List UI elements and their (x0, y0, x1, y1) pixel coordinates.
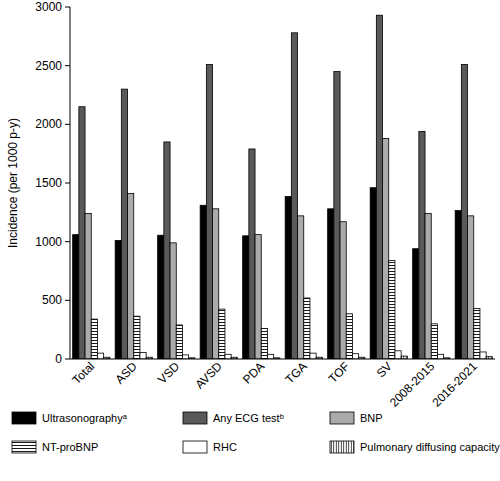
bar (128, 194, 134, 359)
bar (91, 319, 97, 359)
bar (85, 214, 91, 359)
y-tick-label: 2500 (35, 59, 62, 73)
bar (383, 138, 389, 359)
y-tick (65, 359, 70, 360)
bar (437, 354, 443, 359)
chart: 0 500 1000 1500 2000 2500 3000 Incidence (per 1… (0, 0, 500, 481)
bars (73, 15, 493, 359)
bar (200, 205, 206, 359)
bar (328, 209, 334, 359)
x-tick-label: TGA (283, 359, 310, 386)
legend-label: RHC (213, 441, 237, 453)
bar (389, 260, 395, 359)
bar (395, 351, 401, 359)
bar (225, 354, 231, 359)
bar (370, 188, 376, 359)
y-tick-label: 1500 (35, 176, 62, 190)
bar (121, 89, 127, 359)
bar (474, 309, 480, 359)
bar (413, 249, 419, 359)
bar (243, 236, 249, 359)
bar (352, 354, 358, 359)
bar (455, 211, 461, 359)
legend-label: Any ECG testᵇ (213, 412, 284, 424)
bar (164, 142, 170, 359)
bar (219, 309, 225, 359)
x-tick-label: TOF (326, 359, 353, 386)
bar (340, 222, 346, 359)
bar (261, 328, 267, 359)
bar (431, 324, 437, 359)
y-tick-label: 2000 (35, 117, 62, 131)
bar (480, 352, 486, 359)
y-axis-label: Incidence (per 1000 p-y) (6, 118, 20, 248)
x-axis (70, 359, 495, 360)
y-tick-label: 1000 (35, 235, 62, 249)
bar (310, 353, 316, 359)
legend-label: Ultrasonographyᵃ (42, 412, 128, 424)
bar (334, 72, 340, 359)
bar (182, 355, 188, 359)
bar (115, 240, 121, 359)
legend-label: NT-proBNP (42, 441, 98, 453)
legend-swatch (12, 412, 36, 424)
bar (304, 298, 310, 359)
bar (206, 64, 212, 359)
bar (79, 107, 85, 359)
y-tick (65, 241, 70, 242)
y-tick-label: 3000 (35, 0, 62, 14)
bar (249, 149, 255, 359)
legend-swatch (183, 412, 207, 424)
bar (285, 196, 291, 359)
bar (255, 235, 261, 359)
y-tick (65, 124, 70, 125)
bar (97, 353, 103, 359)
bar (176, 325, 182, 359)
legend-label: Pulmonary diffusing capacity testᶜ (360, 441, 500, 453)
y-tick-label: 500 (42, 293, 62, 307)
legend-swatch (330, 441, 354, 453)
legend-label: BNP (360, 412, 383, 424)
bar (158, 235, 164, 359)
bar (346, 314, 352, 359)
bar (267, 354, 273, 359)
bar (140, 353, 146, 359)
y-tick (65, 300, 70, 301)
x-tick-label: SV (374, 359, 395, 380)
y-tick (65, 183, 70, 184)
bar (461, 64, 467, 359)
bar (298, 216, 304, 359)
bar (134, 316, 140, 359)
legend-swatch (330, 412, 354, 424)
x-tick-label: 2008-2015 (387, 359, 438, 410)
bar (73, 235, 79, 359)
x-tick-label: AVSD (192, 359, 225, 392)
bar (468, 216, 474, 359)
x-tick-label: Total (70, 359, 98, 387)
x-tick-label: PDA (240, 359, 267, 386)
y-tick-label: 0 (55, 352, 62, 366)
bar (419, 131, 425, 359)
bar (170, 243, 176, 359)
x-tick-label: VSD (155, 359, 183, 387)
bar (425, 214, 431, 359)
legend-swatch (183, 441, 207, 453)
legend-swatch (12, 441, 36, 453)
bar (213, 209, 219, 359)
y-tick (65, 7, 70, 8)
y-tick (65, 65, 70, 66)
x-tick-label: ASD (113, 359, 141, 387)
bar (291, 33, 297, 359)
bar (376, 15, 382, 359)
x-tick-label: 2016-2021 (429, 359, 480, 410)
